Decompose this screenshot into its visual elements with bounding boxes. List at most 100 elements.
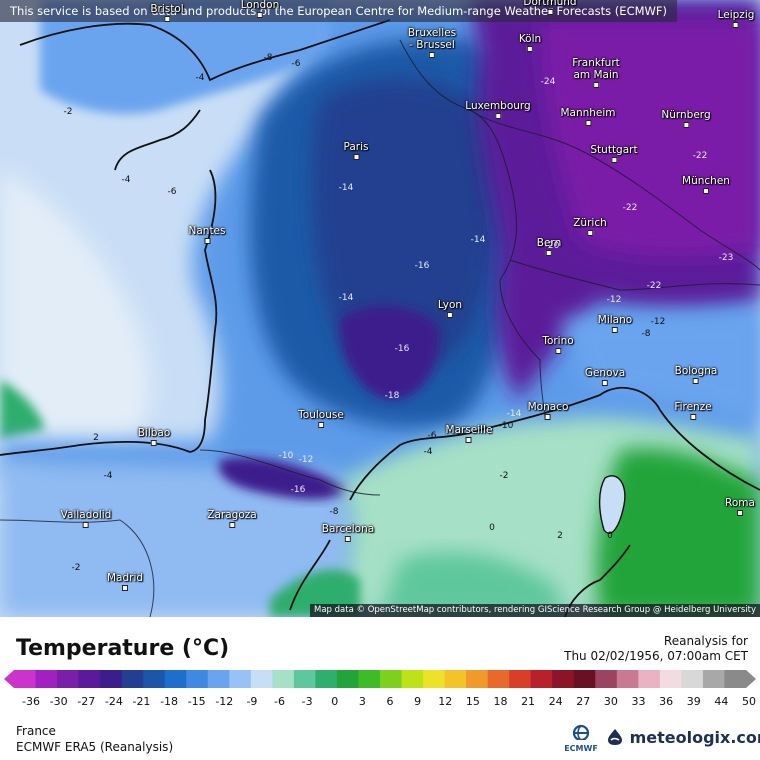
city-label-munchen: München (682, 175, 730, 194)
scale-swatch (509, 670, 532, 688)
city-marker-icon (151, 440, 157, 446)
city-name: Bilbao (137, 427, 171, 439)
model-name: ECMWF ERA5 (Reanalysis) (16, 740, 174, 754)
isotherm-label: -4 (195, 73, 205, 83)
scale-swatch (14, 670, 37, 688)
city-label-zurich: Zürich (573, 217, 607, 236)
city-name: Toulouse (298, 409, 344, 421)
city-name: Stuttgart (590, 144, 638, 156)
isotherm-label: -2 (71, 563, 81, 573)
scale-tick-label: 50 (742, 695, 756, 708)
scale-swatch (358, 670, 381, 688)
city-name-line1: Frankfurt (572, 57, 620, 69)
city-marker-icon (344, 536, 351, 542)
scale-tick-label: 18 (493, 695, 507, 708)
temperature-map[interactable]: This service is based on data and produc… (0, 0, 760, 617)
city-marker-icon (601, 380, 608, 386)
isotherm-label: -22 (622, 203, 638, 213)
scale-tick-label: 27 (576, 695, 590, 708)
city-name: München (682, 175, 730, 187)
isotherm-label: -16 (414, 261, 430, 271)
isotherm-label: -23 (718, 253, 734, 263)
city-name: Barcelona (321, 523, 375, 535)
scale-tick-label: 30 (604, 695, 618, 708)
scale-swatch (100, 670, 123, 688)
city-label-torino: Torino (542, 335, 574, 354)
city-label-stuttgart: Stuttgart (590, 144, 638, 163)
map-canvas (0, 0, 760, 617)
scale-swatch (336, 670, 359, 688)
isotherm-label: -18 (384, 391, 400, 401)
scale-tick-label: -21 (132, 695, 150, 708)
isotherm-label: -14 (470, 235, 486, 245)
isotherm-label: -12 (298, 455, 314, 465)
map-attribution[interactable]: Map data © OpenStreetMap contributors, r… (310, 604, 760, 617)
city-marker-icon (545, 250, 552, 256)
city-name-line1: Bruxelles (407, 27, 457, 39)
scale-swatch (57, 670, 80, 688)
city-label-madrid: Madrid (107, 572, 143, 591)
legend-title: Temperature (°C) (16, 636, 230, 661)
meteologix-logo[interactable]: meteologix.com (606, 728, 760, 747)
pyrenees-cold-field (219, 457, 350, 500)
scale-swatch (35, 670, 58, 688)
isotherm-label: -8 (263, 53, 273, 63)
scale-swatch (143, 670, 166, 688)
scale-tick-label: 0 (331, 695, 338, 708)
city-label-dortmund: Dortmund (523, 0, 577, 15)
scale-tick-label: 15 (466, 695, 480, 708)
color-scale: -36 -30 -27 -24 -21 -18 -15 -12 -9 -6 -3 0 3 6 9 12 15 18… (4, 670, 756, 708)
city-name: Torino (542, 335, 574, 347)
massif-cold-field (340, 306, 440, 400)
scale-tick-label: 44 (714, 695, 728, 708)
isotherm-label: 0 (489, 523, 495, 533)
valid-time: Thu 02/02/1956, 07:00am CET (564, 649, 748, 663)
scale-swatch (595, 670, 618, 688)
city-label-zaragoza: Zaragoza (207, 509, 257, 528)
city-name: Köln (518, 33, 542, 45)
ecmwf-logo[interactable]: ECMWF (560, 724, 602, 753)
city-marker-icon (683, 122, 689, 128)
scale-swatch (186, 670, 209, 688)
med-warm-field (380, 551, 560, 617)
meteologix-logo-text: meteologix.com (629, 728, 760, 747)
scale-swatch (121, 670, 144, 688)
city-name: Firenze (674, 401, 712, 413)
city-name: Bologna (674, 365, 718, 377)
isotherm-label: -8 (641, 329, 651, 339)
city-marker-icon (584, 120, 591, 126)
isotherm-label: -12 (650, 317, 666, 327)
city-marker-icon (82, 522, 89, 528)
tyrrhenian-field (596, 447, 760, 617)
city-name: Lyon (437, 299, 463, 311)
city-name: Genova (584, 367, 626, 379)
city-name: Leipzig (717, 9, 755, 21)
city-marker-icon (555, 348, 561, 354)
isotherm-label: -22 (692, 151, 708, 161)
city-marker-icon (690, 414, 696, 420)
scale-tick-label: 9 (414, 695, 421, 708)
isotherm-label: -12 (606, 295, 622, 305)
region-name: France (16, 724, 56, 738)
city-label-bilbao: Bilbao (137, 427, 171, 446)
meteologix-drop-icon (608, 729, 622, 745)
city-label-firenze: Firenze (674, 401, 712, 420)
scale-tick-label: 36 (659, 695, 673, 708)
city-name: Mannheim (560, 107, 616, 119)
isotherm-label: -2 (499, 471, 509, 481)
city-label-bristol: Bristol (150, 3, 184, 22)
isotherm-label: -2 (63, 107, 73, 117)
scale-tick-label: -36 (22, 695, 40, 708)
city-marker-icon (611, 327, 618, 333)
city-name: Zürich (573, 217, 607, 229)
isotherm-label: -4 (103, 471, 113, 481)
city-marker-icon (353, 154, 359, 160)
city-marker-icon (164, 16, 170, 22)
product-info: Reanalysis for Thu 02/02/1956, 07:00am C… (564, 634, 748, 664)
isotherm-label: -4 (121, 175, 131, 185)
city-marker-icon (428, 52, 435, 58)
scale-tick-label: 3 (359, 695, 366, 708)
scale-tick-label: -3 (302, 695, 313, 708)
city-marker-icon (593, 82, 599, 88)
city-name: Nantes (188, 225, 226, 237)
